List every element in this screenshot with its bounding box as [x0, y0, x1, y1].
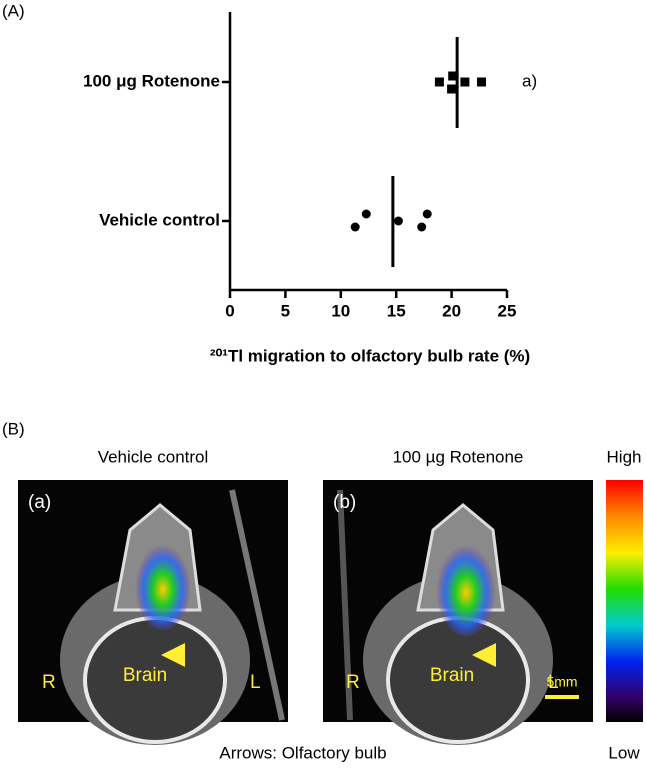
y-tick-label: Vehicle control — [99, 210, 220, 229]
point — [460, 77, 470, 87]
x-axis-label: ²⁰¹Tl migration to olfactory bulb rate (… — [210, 346, 530, 365]
x-tick-label: 20 — [442, 301, 461, 320]
image-tag: (b) — [333, 492, 356, 513]
arrow — [472, 643, 496, 667]
point — [448, 71, 458, 81]
point — [422, 209, 432, 219]
panel-label: (B) — [2, 419, 25, 438]
point — [361, 209, 371, 219]
point — [393, 216, 403, 226]
brain-label: Brain — [430, 665, 474, 686]
x-tick-label: 5 — [281, 301, 290, 320]
side-label: L — [548, 672, 559, 693]
y-tick-label: 100 μg Rotenone — [83, 71, 220, 90]
image-tag: (a) — [28, 492, 51, 513]
caption: Arrows: Olfactory bulb — [219, 743, 386, 762]
image-title: 100 µg Rotenone — [393, 447, 524, 466]
side-label: R — [42, 672, 56, 693]
colorbar-low: Low — [608, 743, 640, 762]
panel-label: (A) — [2, 1, 25, 20]
point — [434, 77, 444, 87]
image-title: Vehicle control — [98, 447, 209, 466]
x-tick-label: 25 — [498, 301, 517, 320]
point — [350, 222, 360, 232]
point — [417, 222, 427, 232]
scale-label: 5mm — [546, 674, 577, 690]
side-label: R — [346, 672, 360, 693]
annotation: a) — [522, 71, 537, 90]
point — [477, 77, 487, 87]
side-label: L — [250, 672, 261, 693]
point — [447, 84, 457, 94]
image-a — [18, 480, 288, 745]
colorbar-high: High — [607, 447, 642, 466]
colorbar — [606, 480, 643, 722]
image-b — [323, 480, 593, 745]
arrow — [161, 643, 185, 667]
x-tick-label: 15 — [387, 301, 406, 320]
brain-label: Brain — [123, 665, 167, 686]
x-tick-label: 10 — [331, 301, 350, 320]
x-tick-label: 0 — [225, 301, 234, 320]
